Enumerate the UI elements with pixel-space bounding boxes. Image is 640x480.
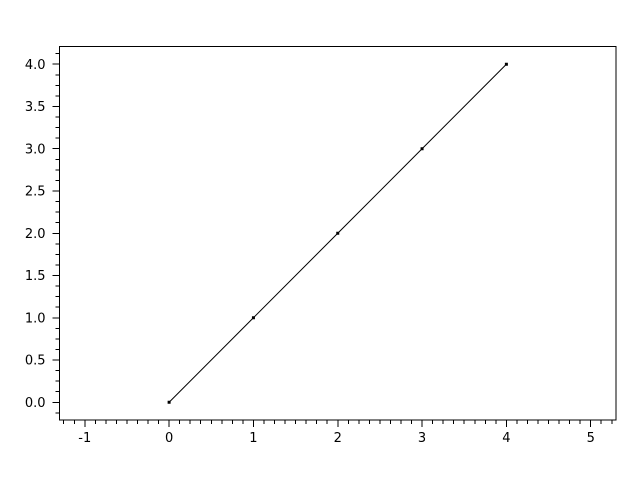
x-tick-label: 5 — [587, 431, 595, 446]
y-tick-label: 2.5 — [25, 185, 46, 200]
x-tick-label: 0 — [165, 431, 173, 446]
y-tick-label: 3.0 — [25, 142, 46, 157]
y-tick-label: 4.0 — [25, 58, 46, 73]
data-point-marker — [420, 147, 424, 151]
x-tick-label: -1 — [78, 431, 91, 446]
y-tick-label: 0.5 — [25, 354, 46, 369]
x-tick-label: 2 — [334, 431, 342, 446]
y-tick-label: 2.0 — [25, 227, 46, 242]
y-tick-label: 3.5 — [25, 100, 46, 115]
x-tick-label: 4 — [502, 431, 510, 446]
y-tick-label: 1.0 — [25, 311, 46, 326]
y-tick-label: 1.5 — [25, 269, 46, 284]
data-point-marker — [336, 231, 340, 235]
x-tick-label: 3 — [418, 431, 426, 446]
y-tick-label: 0.0 — [25, 396, 46, 411]
data-point-marker — [504, 62, 508, 66]
data-point-marker — [167, 400, 171, 404]
x-tick-label: 1 — [249, 431, 257, 446]
data-point-marker — [251, 316, 255, 320]
